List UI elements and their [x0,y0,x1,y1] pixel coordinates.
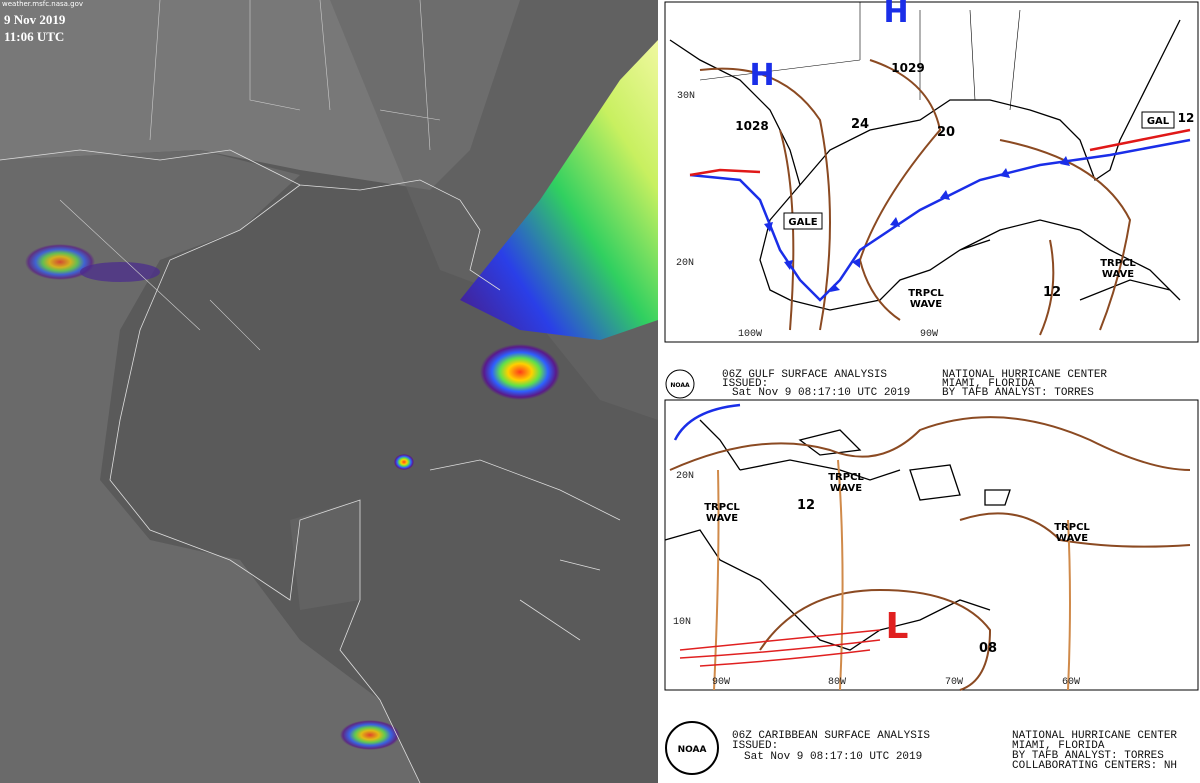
wave-label: TRPCL [1100,258,1136,269]
satellite-panel: weather.msfc.nasa.gov 9 Nov 2019 11:06 U… [0,0,658,783]
grid-label: 100W [738,329,762,340]
footer-issued: ISSUED: [732,740,778,752]
wave-label: WAVE [1102,269,1134,280]
header-issued: ISSUED: [722,378,768,390]
warning-box: GALE [788,217,817,228]
grid-label: 90W [920,329,938,340]
pressure-label: 20 [937,125,955,140]
low-label: L [886,606,909,647]
footer-city: MIAMI, FLORIDA [1012,740,1105,752]
wave-label: TRPCL [704,502,740,513]
logo: NOAA [670,382,690,389]
header-center: NATIONAL HURRICANE CENTER [942,369,1107,381]
pressure-label: 1029 [891,61,924,75]
footer-collab: COLLABORATING CENTERS: NH [1012,760,1177,772]
gulf-map: H H 1029 1028 24 20 12 12 GALE GAL TRPCL… [664,0,1199,343]
pressure-label: 12 [797,498,815,513]
high-label: H [883,0,908,30]
wave-label: WAVE [1056,533,1088,544]
wave-label: TRPCL [828,472,864,483]
pressure-label: 12 [1178,111,1195,125]
warning-box: GAL [1147,116,1170,127]
gulf-header: NOAA 06Z GULF SURFACE ANALYSIS ISSUED: S… [665,369,1107,399]
high-label: H [749,58,774,93]
sat-time: 11:06 UTC [4,29,64,44]
caribbean-footer: NOAA 06Z CARIBBEAN SURFACE ANALYSIS ISSU… [665,721,1177,775]
footer-center: NATIONAL HURRICANE CENTER [1012,730,1177,742]
header-city: MIAMI, FLORIDA [942,378,1035,390]
wave-label: TRPCL [908,288,944,299]
logo: NOAA [678,745,707,755]
grid-label: 30N [677,91,695,102]
grid-label: 60W [1062,677,1080,688]
pressure-label: 08 [979,641,997,656]
wave-label: WAVE [910,299,942,310]
wave-label: WAVE [706,513,738,524]
caribbean-map: L 12 08 TRPCL WAVE TRPCL WAVE TRPCL WAVE… [664,399,1199,691]
wave-label: TRPCL [1054,522,1090,533]
grid-label: 80W [828,677,846,688]
pressure-label: 24 [851,117,869,132]
footer-time: Sat Nov 9 08:17:10 UTC 2019 [744,751,922,763]
grid-label: 90W [712,677,730,688]
header-analyst: BY TAFB ANALYST: TORRES [942,387,1094,399]
wave-label: WAVE [830,483,862,494]
header-time: Sat Nov 9 08:17:10 UTC 2019 [732,387,910,399]
grid-label: 20N [676,471,694,482]
grid-label: 70W [945,677,963,688]
footer-analyst: BY TAFB ANALYST: TORRES [1012,750,1164,762]
pressure-label: 12 [1043,285,1061,300]
grid-label: 10N [673,617,691,628]
pressure-label: 1028 [735,119,768,133]
grid-label: 20N [676,258,694,269]
watermark: weather.msfc.nasa.gov [2,0,83,8]
sat-date: 9 Nov 2019 [4,12,66,27]
footer-title: 06Z CARIBBEAN SURFACE ANALYSIS [732,730,930,742]
header-title: 06Z GULF SURFACE ANALYSIS [722,369,887,381]
